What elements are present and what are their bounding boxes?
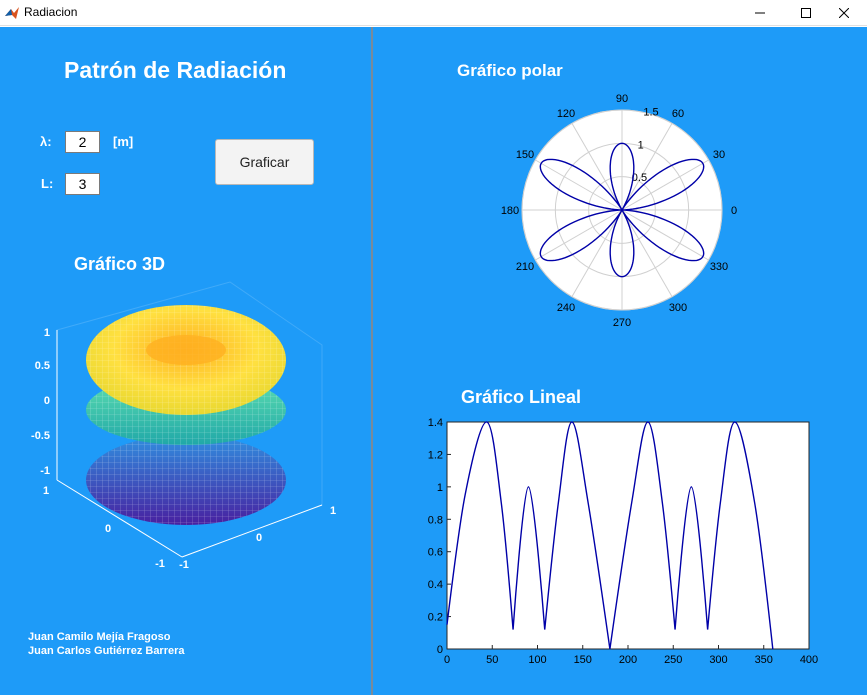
linear-y-tick-label: 1 xyxy=(437,482,443,494)
linear-x-tick-label: 300 xyxy=(709,654,727,666)
window-title: Radiacion xyxy=(24,5,78,19)
lambda-label: λ: xyxy=(40,134,52,149)
polar-spoke xyxy=(621,209,673,297)
polar-angle-tick: 210 xyxy=(516,261,534,273)
polar-plot[interactable]: 0 30 60 90 120 150 180 210 240 270 300 330 0.5 1 1.5 xyxy=(500,88,750,333)
linear-series-line xyxy=(446,421,774,650)
plot-3d-tick-labels: 1 0.5 0 -0.5 -1 1 0 -1 -1 0 1 xyxy=(31,327,336,571)
linear-plot[interactable]: 0 50 100 150 200 250 300 350 400 0 0.2 0.4 0.6 0.8 1 1.… xyxy=(415,410,835,675)
polar-series-line xyxy=(539,142,705,278)
plot-3d-z-tick: 1 xyxy=(44,327,50,339)
maximize-icon xyxy=(801,8,811,18)
plot-3d-x-tick: 0 xyxy=(256,532,262,544)
polar-angle-tick: 330 xyxy=(710,261,728,273)
linear-x-tick-label: 50 xyxy=(486,654,498,666)
linear-plot-area xyxy=(446,421,810,650)
polar-radial-tick: 0.5 xyxy=(632,172,647,184)
polar-spoke xyxy=(571,209,623,297)
plot-3d[interactable]: 1 0.5 0 -0.5 -1 1 0 -1 -1 0 1 xyxy=(0,270,370,580)
unit-label: [m] xyxy=(113,134,134,149)
polar-angle-tick: 300 xyxy=(669,302,687,314)
author-1: Juan Camilo Mejía Fragoso xyxy=(28,631,171,643)
polar-spoke xyxy=(621,209,709,261)
title-bar: Radiacion xyxy=(0,0,867,26)
authors: Juan Camilo Mejía Fragoso Juan Carlos Gu… xyxy=(28,630,185,658)
plot-3d-y-tick: 0 xyxy=(105,523,111,535)
polar-radial-tick: 1 xyxy=(638,139,644,151)
polar-angle-tick: 180 xyxy=(501,205,519,217)
maximize-button[interactable] xyxy=(783,0,829,26)
linear-x-tick-label: 350 xyxy=(755,654,773,666)
linear-y-tick-label: 0.6 xyxy=(428,547,443,559)
minimize-button[interactable] xyxy=(737,0,783,26)
minimize-icon xyxy=(755,12,765,14)
surface-top-lobe xyxy=(86,305,286,415)
polar-spoke xyxy=(535,209,623,261)
polar-spoke xyxy=(535,159,623,211)
linear-x-tick-label: 150 xyxy=(574,654,592,666)
surface-bottom-lobe xyxy=(86,435,286,525)
plot-3d-z-tick: -0.5 xyxy=(31,430,50,442)
graficar-button[interactable]: Graficar xyxy=(215,139,314,185)
polar-angle-tick: 30 xyxy=(713,149,725,161)
length-input[interactable] xyxy=(65,173,100,195)
plot-3d-y-tick: -1 xyxy=(155,558,165,570)
plot-3d-z-tick: 0 xyxy=(44,395,50,407)
linear-x-tick-label: 200 xyxy=(619,654,637,666)
polar-angle-tick: 60 xyxy=(672,108,684,120)
close-button[interactable] xyxy=(821,0,867,26)
linear-y-tick-label: 0.4 xyxy=(428,579,443,591)
linear-title: Gráfico Lineal xyxy=(461,387,582,407)
plot-3d-x-tick: -1 xyxy=(179,559,189,571)
polar-spoke xyxy=(571,123,623,211)
linear-y-tick-label: 0 xyxy=(437,644,443,656)
linear-y-tick-label: 0.8 xyxy=(428,514,443,526)
author-2: Juan Carlos Gutiérrez Barrera xyxy=(28,645,185,657)
polar-spoke xyxy=(621,123,673,211)
linear-x-tick-label: 0 xyxy=(444,654,450,666)
polar-angle-tick: 240 xyxy=(557,302,575,314)
linear-y-tick-label: 1.2 xyxy=(428,449,443,461)
plot-3d-z-tick: -1 xyxy=(40,465,50,477)
polar-angle-tick: 150 xyxy=(516,149,534,161)
linear-y-tick-label: 1.4 xyxy=(428,417,443,429)
matlab-icon xyxy=(5,7,19,19)
plot-3d-z-tick: 0.5 xyxy=(35,360,50,372)
close-icon xyxy=(839,8,849,18)
plot-3d-x-tick: 1 xyxy=(330,505,336,517)
plot-3d-title: Gráfico 3D xyxy=(74,254,166,274)
polar-angle-tick: 0 xyxy=(731,205,737,217)
plot-3d-y-tick: 1 xyxy=(43,485,49,497)
linear-x-tick-label: 250 xyxy=(664,654,682,666)
page-title: Patrón de Radiación xyxy=(64,57,287,83)
polar-angle-tick: 270 xyxy=(613,317,631,329)
length-label: L: xyxy=(41,176,54,191)
lambda-input[interactable] xyxy=(65,131,100,153)
polar-angle-tick: 90 xyxy=(616,93,628,105)
polar-spoke xyxy=(621,159,709,211)
polar-angle-tick: 120 xyxy=(557,108,575,120)
panel-divider[interactable] xyxy=(371,27,373,695)
linear-y-tick-label: 0.2 xyxy=(428,612,443,624)
linear-x-tick-label: 400 xyxy=(800,654,818,666)
polar-title: Gráfico polar xyxy=(457,61,563,80)
linear-x-tick-label: 100 xyxy=(528,654,546,666)
polar-radial-tick: 1.5 xyxy=(643,107,658,119)
